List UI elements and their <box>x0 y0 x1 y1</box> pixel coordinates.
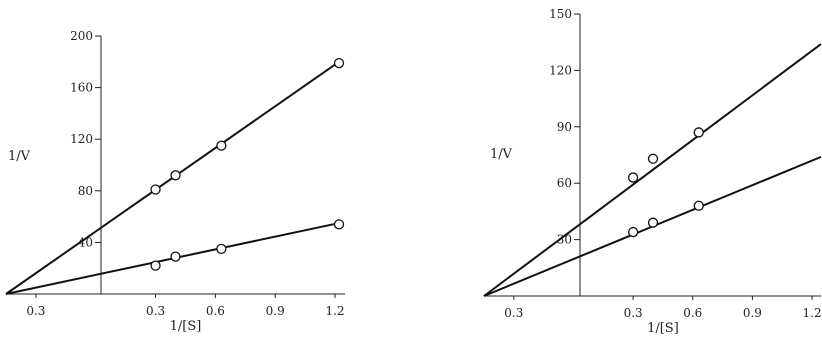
y-tick-label: 200 <box>70 29 93 43</box>
series-2-point <box>693 200 704 211</box>
x-axis-label: 1/[S] <box>170 319 202 334</box>
series-1-fit-line <box>483 43 822 297</box>
series-2-point <box>170 251 181 262</box>
series-1-point <box>170 170 181 181</box>
series-1-point <box>627 172 639 183</box>
y-axis-label: 1/V <box>8 149 31 164</box>
x-tick-label: 0.6 <box>683 306 702 320</box>
series-2-point <box>627 226 639 238</box>
y-tick-label: 60 <box>557 176 572 190</box>
series-2-point <box>150 260 161 271</box>
x-tick-label: 0.3 <box>624 306 643 320</box>
y-tick-label: 90 <box>557 120 572 134</box>
x-tick-label: 1.2 <box>803 306 822 320</box>
x-tick-label: 0.9 <box>266 304 285 318</box>
y-tick-label: 120 <box>70 132 93 146</box>
y-tick-label: 80 <box>78 184 93 198</box>
y-tick-label: 150 <box>549 7 572 21</box>
series-2-point <box>216 243 227 255</box>
y-tick-label: 160 <box>70 81 93 95</box>
chart-left: 40 80 120 160 200 0.3 0.3 0.6 0.9 1.2 1/V 1/[S] <box>5 29 345 334</box>
y-tick-label: 120 <box>549 63 572 77</box>
x-axis-label: 1/[S] <box>647 321 679 336</box>
y-tick-label: 40 <box>78 235 93 249</box>
series-1-point <box>693 127 704 138</box>
x-tick-label: 0.3 <box>146 304 165 318</box>
x-tick-label: 1.2 <box>325 304 344 318</box>
chart-right: 30 60 90 120 150 0.3 0.3 0.6 0.9 1.2 1/V 1/[S] <box>483 7 822 336</box>
series-1-point <box>216 140 227 151</box>
y-axis-label: 1/V <box>490 147 513 162</box>
x-tick-label: 0.6 <box>206 304 225 318</box>
x-tick-label: 0.3 <box>504 306 523 320</box>
x-tick-label: 0.3 <box>26 304 45 318</box>
series-1-point <box>150 184 161 195</box>
series-1-point <box>647 153 659 164</box>
x-tick-label: 0.9 <box>743 306 762 320</box>
series-2-point <box>647 217 659 228</box>
series-2-point <box>333 219 345 230</box>
y-tick-label: 30 <box>557 233 572 247</box>
series-1-point <box>333 57 345 69</box>
